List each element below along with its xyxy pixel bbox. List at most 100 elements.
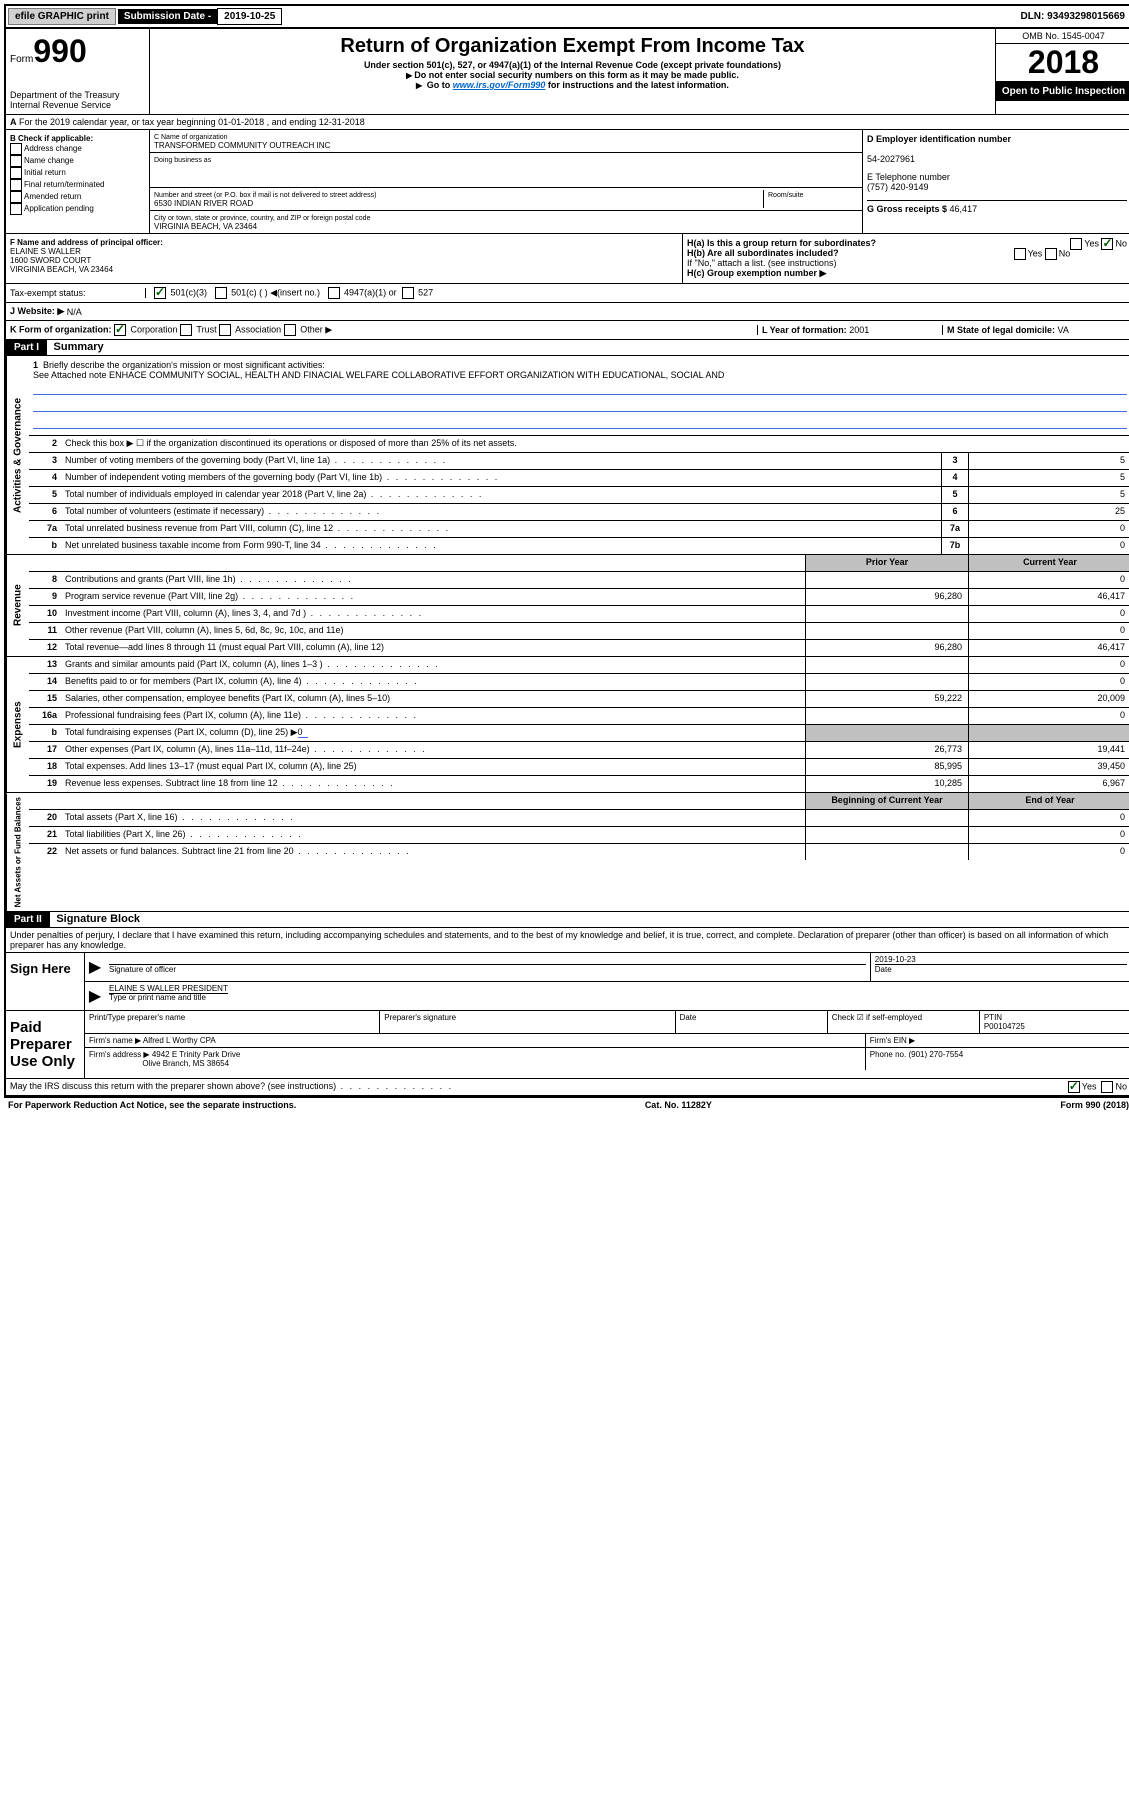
tax-year: 2018 xyxy=(996,44,1129,82)
firm-phone: (901) 270-7554 xyxy=(908,1050,963,1059)
c8: 0 xyxy=(968,572,1129,588)
4947-checkbox[interactable] xyxy=(328,287,340,299)
501c3-checkbox[interactable] xyxy=(154,287,166,299)
end-year-header: End of Year xyxy=(968,793,1129,809)
p10 xyxy=(805,606,968,622)
sig-arrow-icon: ▶ xyxy=(85,953,105,981)
initial-return-checkbox[interactable] xyxy=(10,167,22,179)
revenue-section: Revenue Prior YearCurrent Year 8Contribu… xyxy=(6,555,1129,657)
final-return-label: Final return/terminated xyxy=(24,180,104,189)
v7b: 0 xyxy=(968,538,1129,554)
line17: Other expenses (Part IX, column (A), lin… xyxy=(61,742,805,758)
subtitle-1: Under section 501(c), 527, or 4947(a)(1)… xyxy=(154,60,991,70)
current-year-header: Current Year xyxy=(968,555,1129,571)
officer-name: ELAINE S WALLER xyxy=(10,247,81,256)
form-990-container: efile GRAPHIC print Submission Date - 20… xyxy=(4,4,1129,1098)
ha-yes-checkbox[interactable] xyxy=(1070,238,1082,250)
print-name-label: Type or print name and title xyxy=(109,993,206,1002)
c13: 0 xyxy=(968,657,1129,673)
c19: 6,967 xyxy=(968,776,1129,792)
amended-return-checkbox[interactable] xyxy=(10,191,22,203)
p13 xyxy=(805,657,968,673)
527-label: 527 xyxy=(418,287,433,297)
calendar-year-text: For the 2019 calendar year, or tax year … xyxy=(19,117,365,127)
501c-checkbox[interactable] xyxy=(215,287,227,299)
discuss-yes-checkbox[interactable] xyxy=(1068,1081,1080,1093)
line7b: Net unrelated business taxable income fr… xyxy=(61,538,941,554)
p19: 10,285 xyxy=(805,776,968,792)
app-pending-label: Application pending xyxy=(24,204,94,213)
line15: Salaries, other compensation, employee b… xyxy=(61,691,805,707)
officer-addr1: 1600 SWORD COURT xyxy=(10,256,91,265)
mission-line xyxy=(33,416,1127,429)
trust-checkbox[interactable] xyxy=(180,324,192,336)
address-change-checkbox[interactable] xyxy=(10,143,22,155)
p22 xyxy=(805,844,968,860)
row-f-h: F Name and address of principal officer:… xyxy=(6,234,1129,284)
form990-link[interactable]: www.irs.gov/Form990 xyxy=(453,80,546,90)
c16a: 0 xyxy=(968,708,1129,724)
ha-label: H(a) Is this a group return for subordin… xyxy=(687,238,876,248)
line21: Total liabilities (Part X, line 26) xyxy=(61,827,805,843)
c15: 20,009 xyxy=(968,691,1129,707)
year-formation: 2001 xyxy=(849,325,869,335)
ha-no-checkbox[interactable] xyxy=(1101,238,1113,250)
dept-treasury: Department of the Treasury xyxy=(10,90,145,100)
netassets-side-label: Net Assets or Fund Balances xyxy=(6,793,29,911)
line19: Revenue less expenses. Subtract line 18 … xyxy=(61,776,805,792)
state-domicile-label: M State of legal domicile: xyxy=(947,325,1058,335)
line20: Total assets (Part X, line 16) xyxy=(61,810,805,826)
line13: Grants and similar amounts paid (Part IX… xyxy=(61,657,805,673)
c22: 0 xyxy=(968,844,1129,860)
hb-yes-checkbox[interactable] xyxy=(1014,248,1026,260)
hc-label: H(c) Group exemption number ▶ xyxy=(687,268,826,278)
discuss-no-checkbox[interactable] xyxy=(1101,1081,1113,1093)
fundraising-total: 0 xyxy=(298,727,308,738)
v7a: 0 xyxy=(968,521,1129,537)
other-label: Other ▶ xyxy=(300,324,332,334)
paid-preparer-section: Paid Preparer Use Only Print/Type prepar… xyxy=(6,1011,1129,1079)
expenses-side-label: Expenses xyxy=(6,657,29,792)
p20 xyxy=(805,810,968,826)
efile-print-button[interactable]: efile GRAPHIC print xyxy=(8,8,116,25)
discuss-yes: Yes xyxy=(1082,1082,1097,1092)
c16b xyxy=(968,725,1129,741)
line4: Number of independent voting members of … xyxy=(61,470,941,486)
firm-ein-label: Firm's EIN ▶ xyxy=(870,1036,915,1045)
paid-preparer-label: Paid Preparer Use Only xyxy=(6,1011,85,1078)
527-checkbox[interactable] xyxy=(402,287,414,299)
trust-label: Trust xyxy=(196,324,216,334)
tax-exempt-row: Tax-exempt status: 501(c)(3) 501(c) ( ) … xyxy=(6,284,1129,303)
final-return-checkbox[interactable] xyxy=(10,179,22,191)
activities-side-label: Activities & Governance xyxy=(6,356,29,554)
4947-label: 4947(a)(1) or xyxy=(344,287,397,297)
expenses-section: Expenses 13Grants and similar amounts pa… xyxy=(6,657,1129,793)
city-label: City or town, state or province, country… xyxy=(154,215,370,222)
name-change-checkbox[interactable] xyxy=(10,155,22,167)
amended-return-label: Amended return xyxy=(24,192,81,201)
discuss-row: May the IRS discuss this return with the… xyxy=(6,1079,1129,1096)
begin-year-header: Beginning of Current Year xyxy=(805,793,968,809)
ha-no: No xyxy=(1115,238,1127,248)
sign-here-section: Sign Here ▶ Signature of officer 2019-10… xyxy=(6,953,1129,1011)
year-formation-label: L Year of formation: xyxy=(762,325,849,335)
app-pending-checkbox[interactable] xyxy=(10,203,22,215)
p18: 85,995 xyxy=(805,759,968,775)
open-public-badge: Open to Public Inspection xyxy=(996,82,1129,101)
sig-date-label: Date xyxy=(875,964,1127,974)
address-change-label: Address change xyxy=(24,144,82,153)
goto-pre: Go to xyxy=(427,80,453,90)
phone-value: (757) 420-9149 xyxy=(867,182,929,192)
state-domicile: VA xyxy=(1058,325,1069,335)
website-label: J Website: ▶ xyxy=(10,306,64,317)
hb-no-checkbox[interactable] xyxy=(1045,248,1057,260)
v6: 25 xyxy=(968,504,1129,520)
v3: 5 xyxy=(968,453,1129,469)
form-org-label: K Form of organization: xyxy=(10,324,112,334)
line5: Total number of individuals employed in … xyxy=(61,487,941,503)
assoc-checkbox[interactable] xyxy=(219,324,231,336)
p12: 96,280 xyxy=(805,640,968,656)
p16a xyxy=(805,708,968,724)
corp-checkbox[interactable] xyxy=(114,324,126,336)
other-checkbox[interactable] xyxy=(284,324,296,336)
